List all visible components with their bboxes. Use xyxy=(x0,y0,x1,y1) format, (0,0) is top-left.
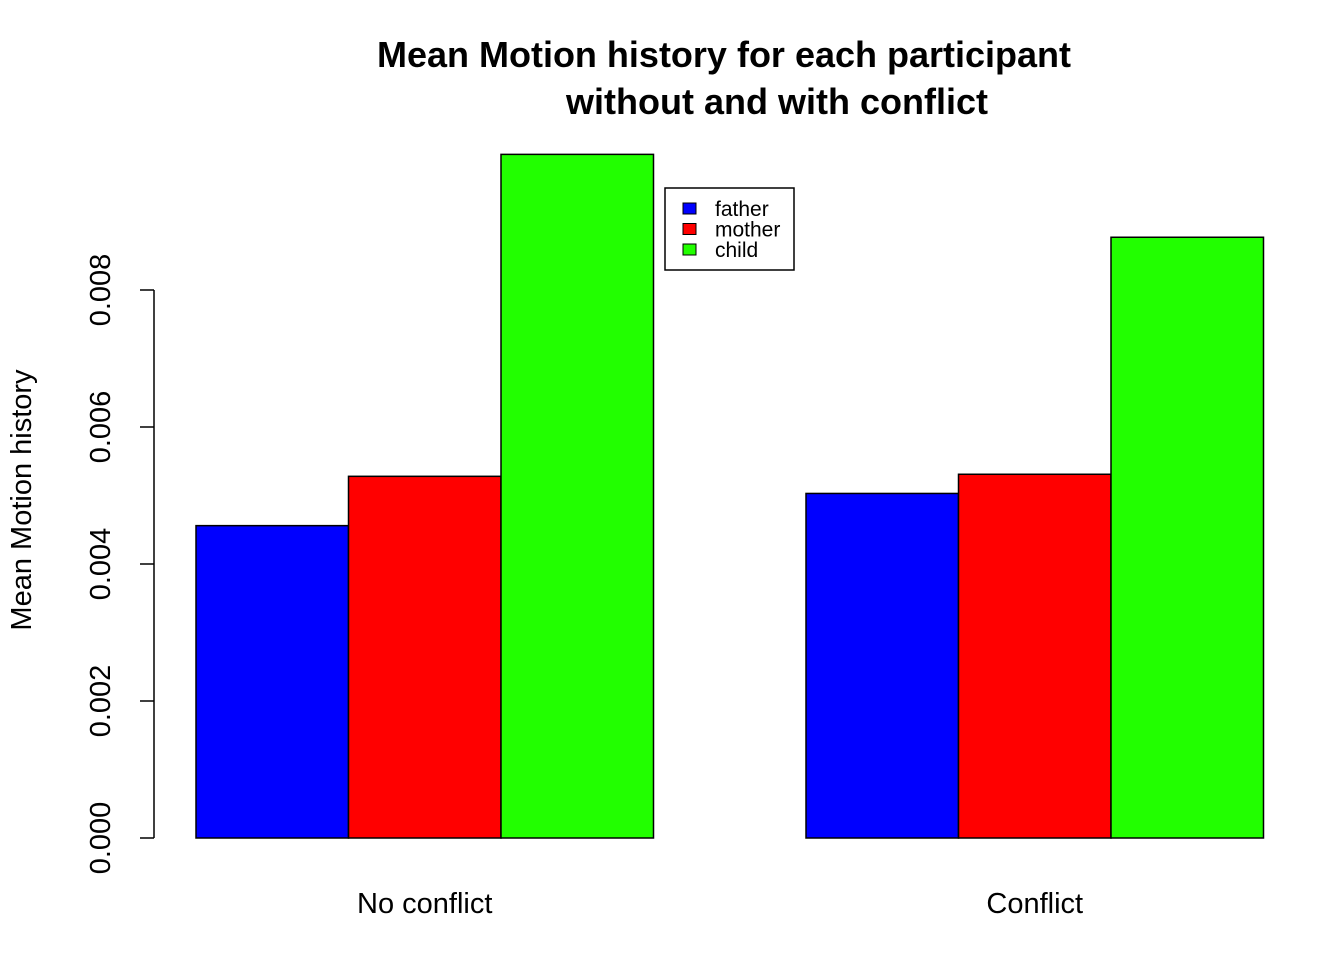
x-category-label: No conflict xyxy=(357,888,492,920)
legend-label-child: child xyxy=(715,239,758,262)
legend-label-father: father xyxy=(715,198,769,221)
y-axis: 0.000 0.002 0.004 0.006 0.008 xyxy=(85,254,155,875)
bar-mother xyxy=(347,475,502,839)
y-tick-label: 0.006 xyxy=(85,391,117,464)
bar-child xyxy=(1110,236,1265,839)
legend-label-mother: mother xyxy=(715,219,780,242)
bar-father xyxy=(195,524,350,839)
bars-group xyxy=(195,153,1265,839)
chart-title-line-1: Mean Motion history for each participant xyxy=(377,34,1071,75)
legend-swatch-child xyxy=(682,243,697,256)
chart-title-line-2: without and with conflict xyxy=(565,81,988,122)
legend-swatch-mother xyxy=(682,223,697,235)
y-tick-label: 0.000 xyxy=(85,802,117,875)
x-category-labels: No conflict Conflict xyxy=(357,888,1083,920)
x-category-label: Conflict xyxy=(986,888,1083,920)
y-tick-label: 0.004 xyxy=(85,528,117,601)
y-tick-label: 0.008 xyxy=(85,254,117,327)
legend-swatch-father xyxy=(682,202,697,215)
y-tick-label: 0.002 xyxy=(85,665,117,738)
bar-mother xyxy=(957,473,1112,839)
bar-child xyxy=(500,153,655,839)
y-axis-label: Mean Motion history xyxy=(6,369,38,631)
bar-father xyxy=(805,492,960,839)
